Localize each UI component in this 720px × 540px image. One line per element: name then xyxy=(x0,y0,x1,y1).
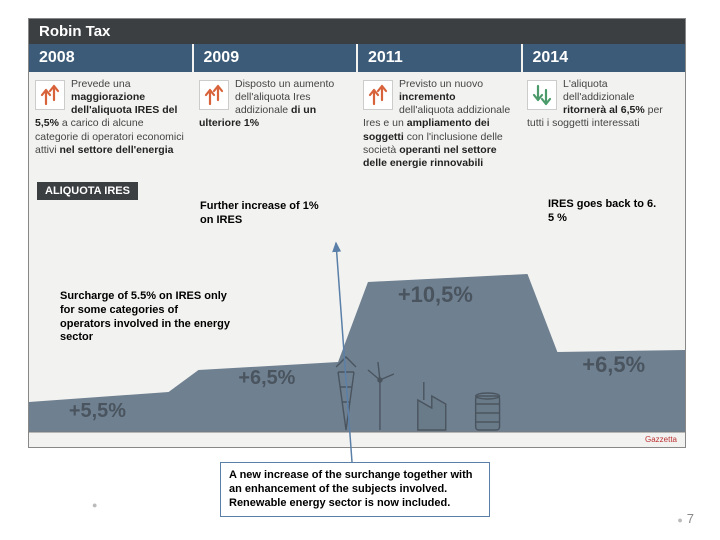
robin-tax-infographic: Robin Tax 2008 2009 2011 2014 Prevede un… xyxy=(28,18,686,448)
desc-cell-2014: L'aliquota dell'addizionale ritornerà al… xyxy=(521,72,685,176)
svg-text:+10,5%: +10,5% xyxy=(398,282,473,307)
trend-up-icon xyxy=(363,80,393,110)
page-number: 7 xyxy=(677,511,694,526)
annot-ires-back: IRES goes back to 6. 5 % xyxy=(548,198,658,226)
left-bullet-icon: ● xyxy=(92,500,97,510)
trend-up-icon xyxy=(35,80,65,110)
title-bar: Robin Tax xyxy=(29,19,685,44)
trend-down-icon xyxy=(527,80,557,110)
svg-text:+6,5%: +6,5% xyxy=(582,352,645,377)
description-row: Prevede una maggiorazione dell'aliquota … xyxy=(29,72,685,176)
aliquota-label: ALIQUOTA IRES xyxy=(37,182,138,200)
desc-cell-2011: Previsto un nuovo incremento dell'aliquo… xyxy=(357,72,521,176)
desc-cell-2008: Prevede una maggiorazione dell'aliquota … xyxy=(29,72,193,176)
year-2008: 2008 xyxy=(29,44,194,72)
year-2009: 2009 xyxy=(194,44,359,72)
annot-new-increase-box: A new increase of the surchange together… xyxy=(220,462,490,517)
trend-up-icon xyxy=(199,80,229,110)
credit: Gazzetta xyxy=(645,435,677,444)
year-2014: 2014 xyxy=(523,44,686,72)
annot-further-increase: Further increase of 1% on IRES xyxy=(200,200,320,228)
svg-text:+5,5%: +5,5% xyxy=(69,400,126,422)
annot-surcharge: Surcharge of 5.5% on IRES only for some … xyxy=(60,290,230,345)
year-2011: 2011 xyxy=(358,44,523,72)
svg-text:+6,5%: +6,5% xyxy=(238,367,295,389)
year-row: 2008 2009 2011 2014 xyxy=(29,44,685,72)
desc-cell-2009: Disposto un aumento dell'aliquota Ires a… xyxy=(193,72,357,176)
